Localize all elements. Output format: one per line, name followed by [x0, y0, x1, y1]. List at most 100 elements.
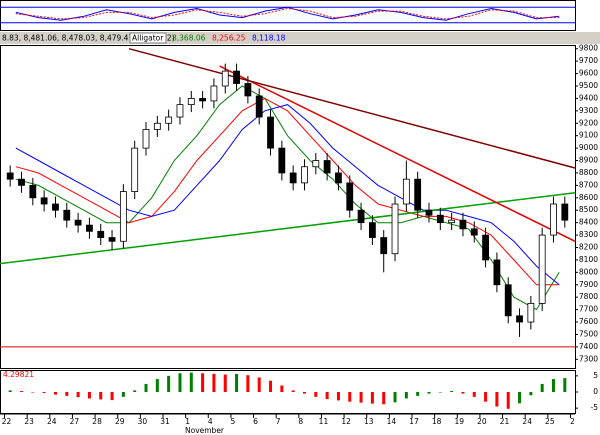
x-tick-label: 5: [231, 417, 236, 426]
x-tick-label: 27: [70, 417, 80, 426]
candle-body: [187, 98, 195, 106]
y-tick-label: 7900: [579, 280, 598, 289]
candle-body: [402, 178, 410, 205]
y-tick-label: 7400: [579, 342, 598, 351]
candle-body: [199, 98, 207, 102]
oscillator-bar: [178, 373, 182, 392]
candle-body: [470, 228, 478, 236]
x-tick-label: 29: [115, 417, 125, 426]
candle-body: [255, 95, 263, 118]
oscillator-bar: [20, 391, 24, 392]
candle-body: [97, 230, 105, 238]
oscillator-bar: [506, 392, 510, 409]
oscillator-bar: [359, 392, 363, 403]
oscillator-bar: [484, 392, 488, 402]
x-tick-label: 2: [570, 417, 575, 426]
candle-body: [312, 160, 320, 168]
alligator-line: [15, 97, 560, 286]
candle-body: [176, 104, 184, 118]
y-tick-label: 7600: [579, 317, 598, 326]
oscillator-bar: [31, 392, 35, 393]
oscillator-bar: [427, 392, 431, 394]
indicator-value: 8,118.18: [252, 34, 286, 43]
oscillator-bar: [87, 392, 91, 399]
candle-body: [289, 172, 297, 184]
candle-body: [504, 284, 512, 317]
x-tick-label: 30: [138, 417, 148, 426]
x-tick-label: 25: [545, 417, 555, 426]
candle-body: [459, 219, 467, 230]
x-tick-label: 13: [364, 417, 374, 426]
y-tick-label: 9600: [579, 69, 598, 78]
oscillator-bar: [269, 380, 273, 392]
y-tick-label: 5: [593, 371, 598, 380]
oscillator-bar: [495, 392, 499, 407]
oscillator-bar: [99, 392, 103, 400]
oscillator-bar: [302, 392, 306, 394]
y-tick-label: 9000: [579, 143, 598, 152]
y-tick-label: 9400: [579, 93, 598, 102]
x-tick-label: 20: [477, 417, 487, 426]
y-tick-label: 9800: [579, 44, 598, 53]
oscillator-bar: [257, 377, 261, 392]
candle-body: [368, 222, 376, 238]
oscillator-bar: [121, 392, 125, 397]
candle-body: [278, 147, 286, 174]
candle-body: [52, 203, 59, 211]
x-tick-label: 4: [208, 417, 213, 426]
candle-body: [448, 219, 456, 224]
candle-body: [301, 166, 308, 184]
oscillator-bar: [167, 375, 171, 392]
oscillator-bar: [246, 375, 250, 392]
x-tick-label: 12: [341, 417, 351, 426]
oscillator-bar: [110, 392, 114, 401]
oscillator-label: 4.29821: [3, 370, 34, 379]
oscillator-bar: [189, 372, 193, 392]
y-tick-label: 9700: [579, 56, 598, 65]
candle-body: [29, 184, 37, 199]
candle-body: [86, 224, 93, 232]
candle-body: [380, 237, 388, 255]
oscillator-bar: [65, 392, 69, 396]
y-tick-label: 8500: [579, 205, 598, 214]
y-tick-label: 9200: [579, 118, 598, 127]
y-tick-label: 7300: [579, 354, 598, 363]
oscillator-bar: [416, 392, 420, 396]
candle-body: [165, 116, 173, 124]
candle-body: [131, 147, 139, 192]
oscillator-bar: [42, 392, 46, 393]
candle-body: [108, 237, 116, 242]
x-tick-label: 22: [2, 417, 12, 426]
month-label: November: [185, 426, 225, 435]
candle-body: [267, 116, 274, 149]
oscillator-bar: [325, 392, 329, 400]
candle-body: [40, 197, 48, 205]
candle-body: [18, 178, 25, 186]
oscillator-bar: [235, 373, 239, 392]
y-tick-label: 8900: [579, 156, 598, 165]
x-tick-label: 17: [409, 417, 419, 426]
y-tick-label: 9300: [579, 106, 598, 115]
candle-body: [244, 83, 252, 97]
x-tick-label: 21: [500, 417, 510, 426]
candle-body: [119, 191, 127, 242]
candle-body: [210, 85, 218, 102]
oscillator-bar: [133, 390, 137, 392]
oscillator-bar: [223, 374, 227, 392]
oscillator-bar: [563, 378, 567, 392]
indicator-value: 8,256.25: [212, 34, 246, 43]
oscillator-bar: [450, 391, 454, 392]
candle-body: [414, 178, 422, 211]
oscillator-line: [15, 6, 560, 21]
candle-body: [335, 172, 342, 184]
candle-body: [436, 214, 444, 224]
y-tick-label: 8300: [579, 230, 598, 239]
oscillator-bar: [155, 379, 159, 392]
oscillator-bar: [540, 383, 544, 392]
x-tick-label: 11: [319, 417, 329, 426]
y-tick-label: 8200: [579, 242, 598, 251]
oscillator-bar: [529, 392, 533, 396]
indicator-value: 8,368.06: [172, 34, 206, 43]
